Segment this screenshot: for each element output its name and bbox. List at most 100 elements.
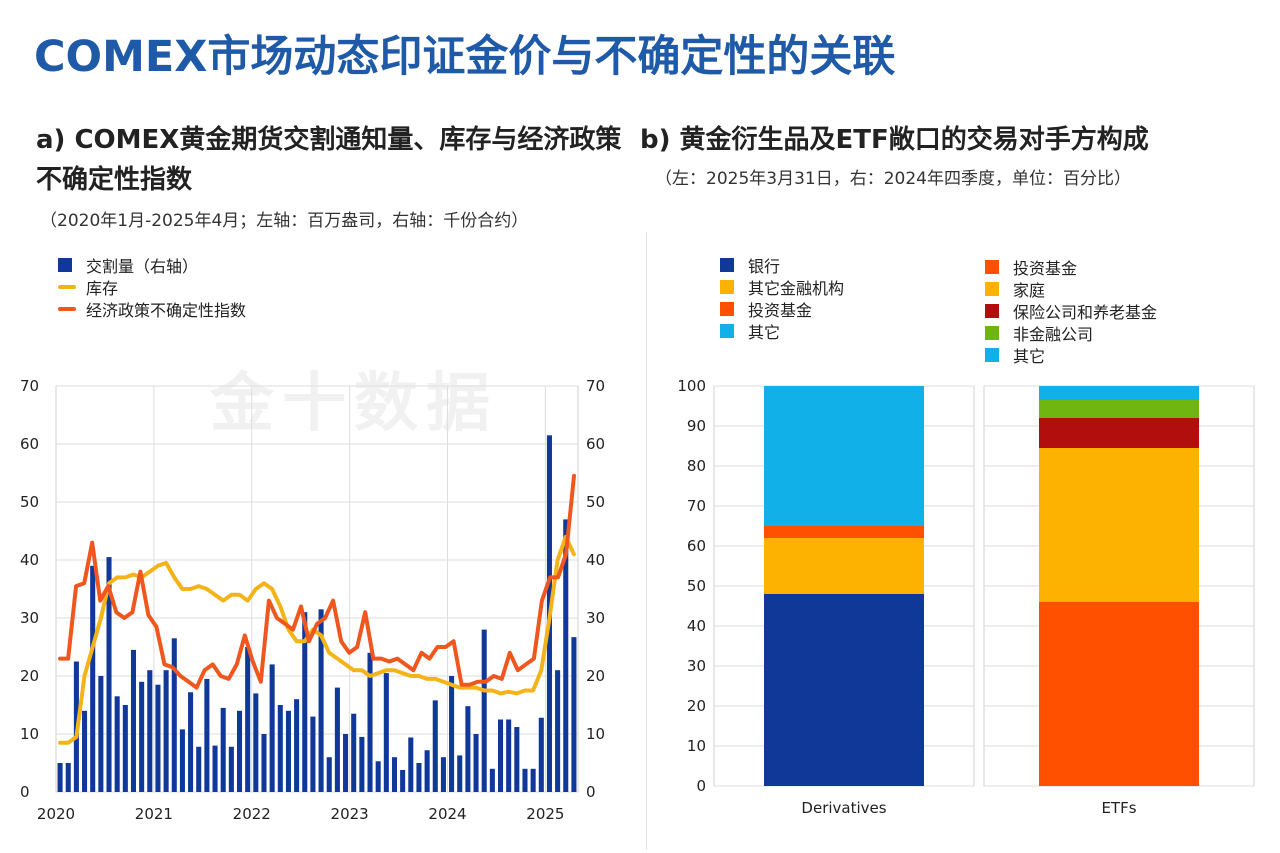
page-title: COMEX市场动态印证金价与不确定性的关联	[34, 32, 896, 82]
y-tick-label-right: 50	[586, 493, 605, 511]
bar-deliveries	[261, 734, 267, 792]
bar-deliveries	[171, 638, 177, 792]
legend-label: 其它金融机构	[748, 279, 845, 298]
bar-deliveries	[277, 705, 283, 792]
legend-item-insurance-pension: 保险公司和养老基金	[985, 300, 1157, 322]
bar-deliveries	[310, 716, 316, 792]
y-tick-label-left: 30	[20, 609, 39, 627]
stacked-segment	[764, 386, 924, 526]
y-tick-label-right: 70	[586, 377, 605, 395]
legend-label: 家庭	[1013, 281, 1046, 300]
legend-item-other: 其它	[720, 320, 844, 342]
panel-b-title: b) 黄金衍生品及ETF敞口的交易对手方构成	[640, 125, 1149, 155]
legend-label: 投资基金	[748, 301, 813, 320]
bar-deliveries	[294, 699, 300, 792]
bar-deliveries	[440, 757, 446, 792]
y-tick-label: 0	[696, 777, 706, 795]
x-category-label: ETFs	[1101, 799, 1136, 817]
x-category-label: Derivatives	[801, 799, 886, 817]
bar-deliveries	[98, 676, 104, 792]
bar-deliveries	[571, 637, 577, 792]
y-tick-label: 20	[687, 697, 706, 715]
legend-item-other: 其它	[985, 344, 1157, 366]
x-tick-label: 2023	[331, 805, 369, 823]
bar-deliveries	[285, 710, 291, 792]
bar-deliveries	[367, 652, 373, 792]
bar-deliveries	[432, 700, 438, 792]
bar-deliveries	[506, 719, 512, 792]
legend-item-banks: 银行	[720, 254, 844, 276]
y-tick-label-right: 30	[586, 609, 605, 627]
bar-deliveries	[147, 670, 153, 792]
legend-item-inv-funds: 投资基金	[985, 256, 1157, 278]
legend-swatch	[985, 348, 999, 362]
bar-deliveries	[424, 750, 430, 792]
legend-line-swatch	[58, 307, 76, 311]
bar-deliveries	[179, 729, 185, 792]
bar-deliveries	[359, 736, 365, 792]
bar-deliveries	[391, 757, 398, 792]
x-tick-label: 2020	[37, 805, 75, 823]
bar-deliveries	[82, 710, 88, 792]
stacked-segment	[764, 526, 924, 538]
bar-deliveries	[122, 705, 128, 792]
legend-swatch	[720, 258, 734, 272]
bar-deliveries	[130, 649, 137, 792]
bar-deliveries	[351, 713, 357, 792]
panel-b-legend-right: 投资基金 家庭 保险公司和养老基金 非金融公司 其它	[985, 256, 1157, 366]
legend-label: 保险公司和养老基金	[1013, 303, 1158, 322]
bar-deliveries	[522, 768, 528, 792]
bar-deliveries	[555, 670, 561, 792]
y-tick-label: 70	[687, 497, 706, 515]
bar-deliveries	[90, 565, 96, 792]
bar-deliveries	[196, 746, 202, 792]
bar-deliveries	[457, 755, 463, 792]
bar-deliveries	[302, 612, 308, 792]
legend-label: 其它	[1013, 347, 1046, 366]
bar-deliveries	[155, 684, 161, 792]
y-tick-label: 80	[687, 457, 706, 475]
x-tick-label: 2025	[526, 805, 564, 823]
bar-deliveries	[188, 692, 194, 792]
y-tick-label: 60	[687, 537, 706, 555]
legend-swatch	[720, 302, 734, 316]
y-tick-label: 50	[687, 577, 706, 595]
bar-deliveries	[465, 706, 471, 792]
bar-deliveries	[163, 670, 169, 792]
x-tick-label: 2024	[428, 805, 466, 823]
y-tick-label-left: 10	[20, 725, 39, 743]
stacked-segment	[1039, 418, 1199, 448]
bar-deliveries	[139, 681, 145, 792]
bar-deliveries	[375, 761, 381, 792]
legend-swatch	[985, 282, 999, 296]
bar-deliveries	[538, 717, 544, 792]
bar-deliveries	[497, 719, 504, 792]
bar-deliveries	[269, 664, 275, 792]
bar-deliveries	[514, 727, 520, 792]
bar-deliveries	[106, 557, 112, 792]
legend-swatch	[985, 304, 999, 318]
panel-a-subtitle: （2020年1月-2025年4月；左轴：百万盎司，右轴：千份合约）	[40, 211, 529, 231]
bar-deliveries	[318, 609, 324, 792]
y-tick-label: 30	[687, 657, 706, 675]
stacked-segment	[764, 538, 924, 594]
line-epu-index	[58, 473, 576, 690]
legend-swatch	[720, 324, 734, 338]
bar-deliveries	[563, 519, 569, 792]
y-tick-label-right: 0	[586, 783, 596, 801]
legend-item-nonfin-corps: 非金融公司	[985, 322, 1157, 344]
y-tick-label-right: 10	[586, 725, 605, 743]
bar-deliveries	[408, 737, 414, 792]
bar-deliveries	[473, 734, 479, 792]
chart-b-counterparties: Derivatives ETFs 0 10 20 30 40 50 60 70 80 90 100	[677, 377, 1255, 817]
bar-deliveries	[530, 768, 536, 792]
legend-swatch	[985, 260, 999, 274]
stacked-segment	[764, 594, 924, 786]
legend-label: 银行	[748, 257, 781, 276]
y-tick-label-right: 40	[586, 551, 605, 569]
legend-label: 其它	[748, 323, 781, 342]
legend-swatch	[720, 280, 734, 294]
y-tick-label-left: 40	[20, 551, 39, 569]
bar-deliveries	[253, 693, 259, 792]
panel-a-legend: 交割量（右轴） 库存 经济政策不确定性指数	[58, 254, 246, 320]
